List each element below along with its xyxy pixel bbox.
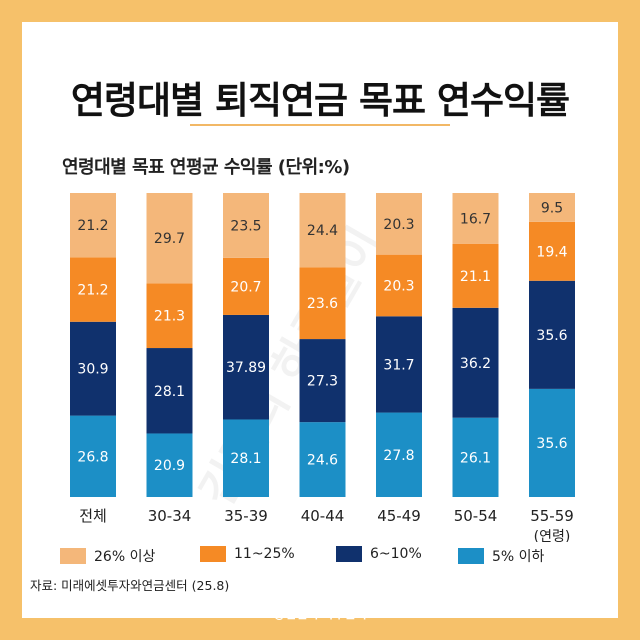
data-label: 21.2 xyxy=(77,283,108,299)
bar-segment xyxy=(223,257,269,315)
data-label: 20.7 xyxy=(230,279,261,295)
legend-item: 5% 이하 xyxy=(458,546,544,566)
bar-segment xyxy=(452,417,499,497)
data-label: 35.6 xyxy=(536,328,567,344)
x-tick-label: 30-34 xyxy=(148,507,192,525)
data-label: 27.8 xyxy=(383,448,414,464)
data-label: 23.6 xyxy=(307,296,338,312)
brand-credit: @킴캡의 하루살이 xyxy=(273,607,367,621)
data-label: 36.2 xyxy=(460,356,491,372)
data-label: 24.6 xyxy=(307,453,338,469)
bar-segment xyxy=(146,348,193,434)
data-label: 20.9 xyxy=(154,458,185,474)
legend-label: 6~10% xyxy=(370,546,422,562)
chart-legend: 26% 이상 11~25% 6~10% 5% 이하 xyxy=(40,546,580,566)
bar-segment xyxy=(146,283,193,349)
data-label: 28.1 xyxy=(154,384,185,400)
chart-subtitle: 연령대별 목표 연평균 수익률 (단위:%) xyxy=(62,157,350,178)
legend-item: 6~10% xyxy=(336,546,422,562)
data-label: 30.9 xyxy=(77,362,108,378)
bar-segment xyxy=(376,193,422,255)
legend-item: 11~25% xyxy=(200,546,295,562)
bar-segment xyxy=(376,316,422,413)
x-tick-label: 45-49 xyxy=(377,507,421,525)
bar-segment xyxy=(452,307,499,418)
legend-label: 5% 이하 xyxy=(492,549,545,565)
data-label: 19.4 xyxy=(536,244,567,260)
x-tick-label: 55-59 xyxy=(530,507,574,525)
legend-swatch xyxy=(458,548,484,564)
data-label: 24.4 xyxy=(307,223,338,239)
bar-segment xyxy=(299,339,346,423)
x-tick-label: 전체 xyxy=(79,507,107,525)
page-title: 연령대별 퇴직연금 목표 연수익률 xyxy=(70,79,570,122)
data-label: 26.1 xyxy=(460,450,491,466)
bar-segment xyxy=(299,193,346,268)
bar-segment xyxy=(70,321,116,416)
legend-item: 26% 이상 xyxy=(60,546,155,566)
bar-segment xyxy=(452,193,499,244)
bar-segment xyxy=(376,254,422,317)
bar-segment xyxy=(223,193,269,258)
data-label: 31.7 xyxy=(383,357,414,373)
bar-segment xyxy=(146,433,193,497)
data-label: 29.7 xyxy=(154,231,185,247)
bar-segment xyxy=(70,257,116,322)
bar-segment xyxy=(529,221,575,281)
source-note: 자료: 미래에셋투자와연금센터 (25.8) xyxy=(30,578,230,593)
infographic-card: 연령대별 퇴직연금 목표 연수익률 연령대별 목표 연평균 수익률 (단위:%)… xyxy=(22,22,618,618)
bar-segment xyxy=(299,267,346,340)
x-tick-label: 50-54 xyxy=(454,507,498,525)
x-axis-unit-note: (연령) xyxy=(534,529,571,542)
x-tick-label: 35-39 xyxy=(224,507,268,525)
bar-segment xyxy=(529,388,575,497)
stacked-bar-chart: 26.8 30.9 21.2 21.2 전체 20.9 28.1 21.3 29.7 30-34 2… xyxy=(70,193,575,542)
bar-segment xyxy=(223,419,269,497)
data-label: 35.6 xyxy=(536,436,567,452)
bar-segment xyxy=(146,193,193,284)
bar-segment xyxy=(376,412,422,497)
data-label: 20.3 xyxy=(383,278,414,294)
legend-label: 26% 이상 xyxy=(94,549,156,565)
bar-segment xyxy=(299,422,346,497)
legend-swatch xyxy=(336,546,362,562)
data-label: 21.2 xyxy=(77,218,108,234)
bar-segment xyxy=(452,243,499,308)
legend-swatch xyxy=(60,548,86,564)
bar-segment xyxy=(529,193,575,222)
legend-swatch xyxy=(200,546,226,562)
legend-label: 11~25% xyxy=(234,546,295,562)
data-label: 27.3 xyxy=(307,374,338,390)
data-label: 23.5 xyxy=(230,218,261,234)
data-label: 9.5 xyxy=(541,200,563,216)
data-label: 28.1 xyxy=(230,451,261,467)
title-divider xyxy=(190,124,450,126)
data-label: 26.8 xyxy=(77,449,108,465)
data-label: 16.7 xyxy=(460,211,491,227)
x-tick-label: 40-44 xyxy=(301,507,345,525)
bar-segment xyxy=(70,415,116,497)
bar-segment xyxy=(70,193,116,258)
data-label: 21.3 xyxy=(154,309,185,325)
data-label: 21.1 xyxy=(460,269,491,285)
bar-segment xyxy=(529,280,575,389)
data-label: 20.3 xyxy=(383,217,414,233)
data-label: 37.89 xyxy=(226,360,266,376)
bar-segment xyxy=(223,314,269,420)
